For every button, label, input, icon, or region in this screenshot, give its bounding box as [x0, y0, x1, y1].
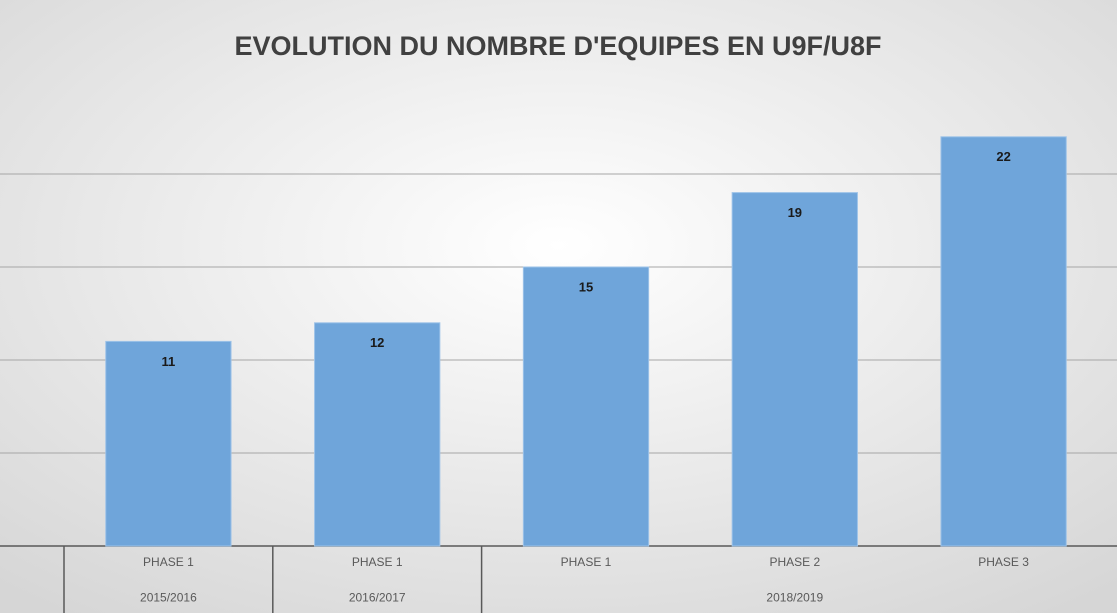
- data-label: 15: [579, 279, 593, 294]
- bar: [731, 192, 858, 547]
- group-label: 2016/2017: [349, 591, 406, 605]
- bar: [105, 340, 232, 547]
- x-tick-label: PHASE 2: [769, 555, 820, 569]
- data-label: 12: [370, 335, 384, 350]
- x-tick-label: PHASE 1: [143, 555, 194, 569]
- bar: [940, 136, 1067, 547]
- data-label: 19: [788, 205, 802, 220]
- data-label: 22: [996, 149, 1010, 164]
- x-tick-label: PHASE 1: [561, 555, 612, 569]
- bar: [522, 266, 650, 547]
- chart-title: EVOLUTION DU NOMBRE D'EQUIPES EN U9F/U8F: [235, 31, 882, 61]
- group-label: 2015/2016: [140, 591, 197, 605]
- data-label: 11: [162, 354, 176, 369]
- bar: [314, 322, 441, 547]
- group-label: 2018/2019: [766, 591, 823, 605]
- x-tick-label: PHASE 3: [978, 555, 1029, 569]
- x-tick-label: PHASE 1: [352, 555, 403, 569]
